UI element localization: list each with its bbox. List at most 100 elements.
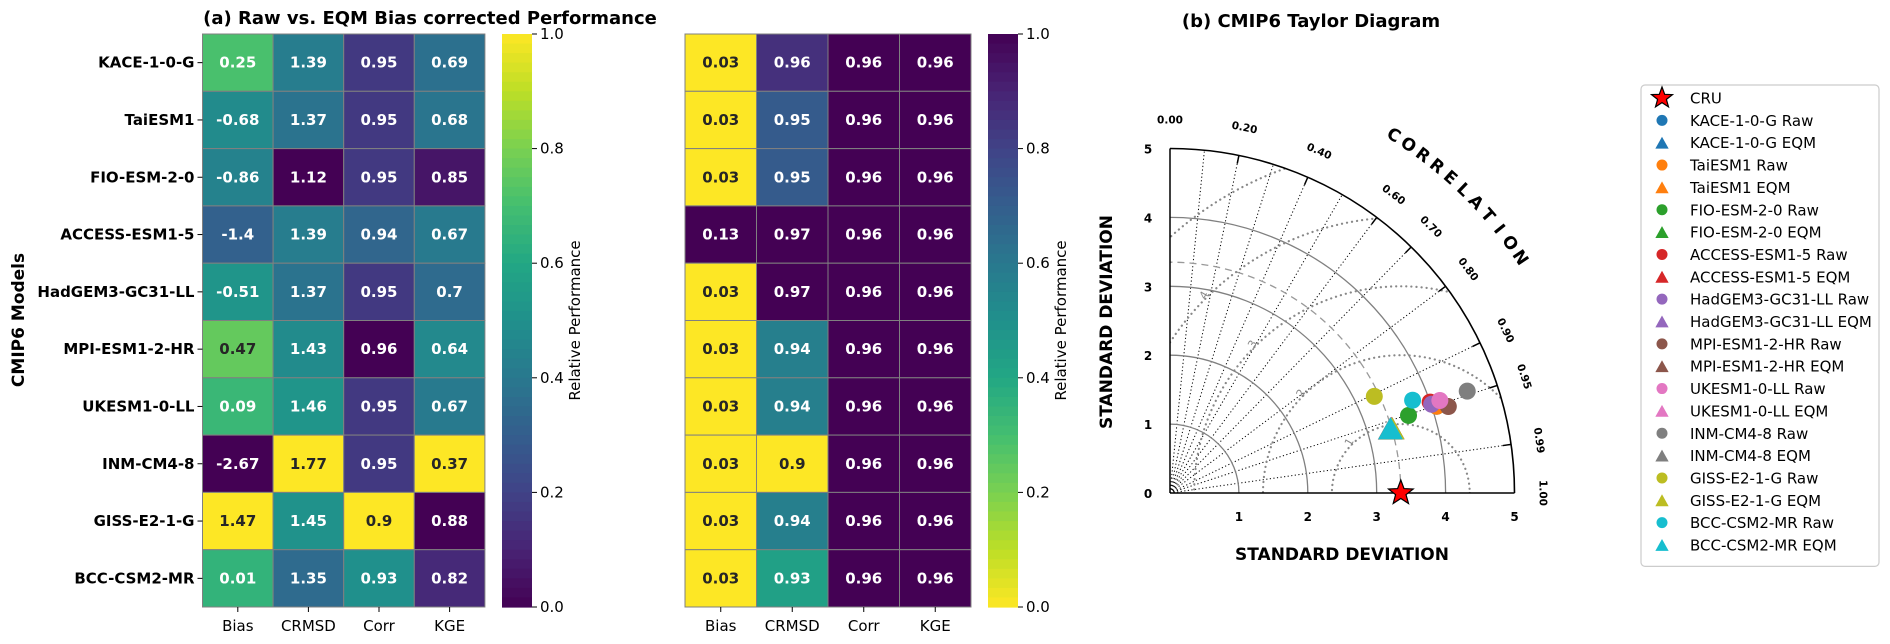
heatmap-cell: [827, 377, 900, 436]
cell-value-label: 0.95: [360, 455, 397, 473]
colorbar-segment: [502, 454, 532, 465]
cell-value-label: 0.96: [917, 340, 954, 358]
colorbar-segment: [988, 454, 1018, 465]
cell-value-label: 0.25: [219, 54, 256, 72]
y-tick-label: KACE-1-0-G: [98, 54, 194, 72]
heatmap-cell: [272, 90, 345, 150]
heatmap-cell: [899, 491, 972, 551]
cell-value-label: 0.96: [917, 111, 954, 129]
cell-value-label: 0.95: [360, 111, 397, 129]
legend-label: KACE-1-0-G EQM: [1690, 134, 1816, 152]
cell-value-label: 0.96: [917, 397, 954, 415]
colorbar-tick-label: 1.0: [1026, 25, 1050, 43]
colorbar-segment: [988, 310, 1018, 322]
colorbar-segment: [988, 406, 1018, 417]
colorbar-eqm: 0.0 0.2 0.4 0.6 0.8 1.0 Relative Performance: [988, 25, 1070, 616]
colorbar-segment: [502, 377, 532, 388]
heatmap-cell: [413, 205, 486, 264]
colorbar-segment: [502, 186, 532, 197]
y-tick-label: INM-CM4-8: [102, 455, 194, 473]
colorbar-segment: [988, 177, 1018, 188]
colorbar-segment: [988, 349, 1018, 360]
legend-label: MPI-ESM1-2-HR Raw: [1690, 335, 1842, 353]
heatmap-cell: [272, 434, 345, 493]
cell-value-label: 0.96: [845, 569, 882, 587]
colorbar-segment: [988, 435, 1018, 446]
colorbar-segment: [988, 320, 1018, 331]
colorbar-segment: [502, 368, 532, 379]
cell-value-label: -0.86: [216, 168, 259, 186]
colorbar-segment: [502, 521, 532, 532]
heatmap-cell: [343, 148, 415, 207]
heatmap-cell: [899, 205, 972, 264]
cell-value-label: 1.77: [290, 455, 327, 473]
cell-value-label: 1.47: [219, 512, 256, 530]
correlation-tick-mark: [1236, 155, 1240, 164]
cell-value-label: 0.94: [774, 340, 811, 358]
cell-value-label: 0.67: [431, 397, 468, 415]
cell-value-label: 1.46: [290, 397, 327, 415]
heatmap-cell: [684, 148, 757, 207]
x-tick-label: Corr: [848, 617, 881, 635]
heatmap-cell: [413, 262, 486, 322]
colorbar-segment: [988, 34, 1018, 45]
y-tick-label: 3: [1144, 280, 1152, 294]
cell-value-label: 0.03: [702, 54, 739, 72]
colorbar-segment: [502, 568, 532, 579]
heatmap-cell: [684, 205, 757, 264]
heatmap-eqm: 0.03 0.96 0.96 0.96 0.03 0.95 0.96 0.96 0.03 0.95…: [684, 33, 972, 635]
heatmap-cell: [413, 33, 486, 92]
heatmap-cell: [684, 320, 757, 379]
colorbar-segment: [988, 511, 1018, 522]
correlation-tick-label: 0.00: [1157, 115, 1183, 127]
heatmap-cell: [413, 148, 486, 207]
heatmap-cell: [899, 549, 972, 608]
colorbar-segment: [502, 291, 532, 302]
legend-circle-icon: [1656, 338, 1668, 350]
heatmap-cell: [272, 33, 345, 92]
rms-contour-label: 3: [1245, 338, 1260, 351]
y-tick-label: BCC-CSM2-MR: [74, 569, 195, 587]
legend-circle-icon: [1656, 517, 1668, 529]
heatmap-cell: [756, 491, 829, 551]
colorbar-segment: [502, 110, 532, 121]
taylor-x-axis-label: STANDARD DEVIATION: [1235, 545, 1449, 565]
colorbar-label: Relative Performance: [1052, 240, 1070, 400]
legend-label: HadGEM3-GC31-LL Raw: [1690, 291, 1869, 309]
colorbar-segment: [502, 339, 532, 350]
colorbar-tick-label: 0.2: [540, 483, 564, 501]
rms-contour: [1193, 285, 1515, 493]
heatmap-cell: [827, 320, 900, 379]
heatmap-cell: [827, 205, 900, 264]
colorbar-segment: [988, 339, 1018, 350]
cell-value-label: 0.96: [774, 54, 811, 72]
cell-value-label: 0.96: [845, 168, 882, 186]
heatmap-raw: 0.25 1.39 0.95 0.69 KACE-1-0-G -0.68 1.37 0.95 0…: [37, 33, 486, 635]
correlation-tick-label: 0.90: [1494, 316, 1516, 345]
heatmap-cell: [756, 549, 829, 608]
legend-label: BCC-CSM2-MR EQM: [1690, 537, 1837, 555]
legend-triangle-icon: [1655, 539, 1669, 551]
legend-triangle-icon: [1655, 181, 1669, 194]
colorbar-segment: [988, 167, 1018, 178]
x-tick-label: 2: [1304, 510, 1312, 524]
colorbar-segment: [502, 597, 532, 608]
x-tick-label: Corr: [363, 617, 396, 635]
legend-triangle-icon: [1655, 449, 1669, 462]
rms-contours: [1170, 148, 1515, 493]
colorbar-segment: [988, 53, 1018, 64]
colorbar-segment: [988, 587, 1018, 599]
cell-value-label: 1.43: [290, 340, 327, 358]
y-tick-label: FIO-ESM-2-0: [90, 168, 194, 186]
colorbar-segment: [502, 43, 532, 54]
cell-value-label: 0.82: [431, 569, 468, 587]
heatmap-cell: [202, 205, 274, 264]
correlation-label-char: I: [1489, 221, 1509, 238]
cell-value-label: 1.39: [290, 226, 327, 244]
colorbar-segment: [988, 387, 1018, 398]
y-tick-label: 5: [1144, 143, 1152, 157]
cell-value-label: 0.03: [702, 111, 739, 129]
colorbar-segment: [988, 501, 1018, 513]
cell-value-label: 1.39: [290, 54, 327, 72]
legend-label: CRU: [1690, 90, 1722, 108]
